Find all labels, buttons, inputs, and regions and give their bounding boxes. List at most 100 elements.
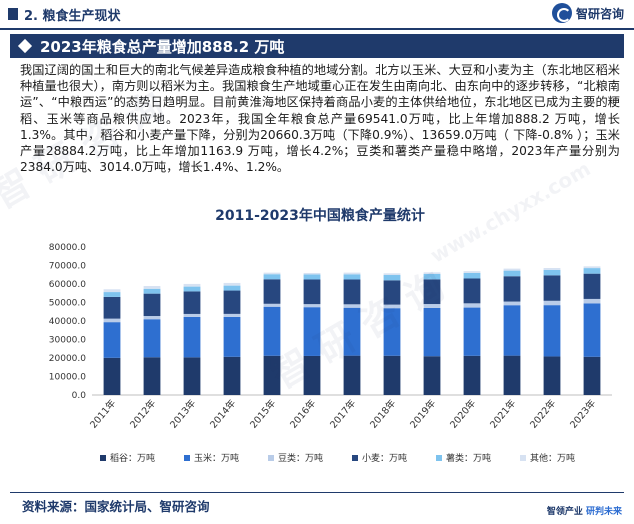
bar-segment — [183, 357, 201, 395]
source-note: 资料来源：国家统计局、智研咨询 — [22, 499, 210, 514]
bar-segment — [263, 274, 281, 280]
y-tick-label: 0.0 — [72, 391, 87, 401]
bar-segment — [463, 271, 481, 273]
y-tick-label: 10000.0 — [49, 373, 86, 383]
bar-segment — [103, 296, 121, 319]
bar-segment — [143, 357, 161, 395]
bar-segment — [543, 305, 561, 357]
bar-segment — [423, 272, 441, 274]
y-tick-label: 40000.0 — [49, 317, 86, 327]
x-tick-label: 2011年 — [87, 397, 118, 431]
bar-segment — [223, 316, 241, 357]
x-tick-label: 2020年 — [447, 397, 478, 431]
chart: 2011-2023年中国粮食产量统计 0.0 10000.0 20000.0 3000… — [20, 205, 620, 475]
bar-segment — [543, 300, 561, 306]
bar-segment — [423, 273, 441, 280]
logo: 智研咨询 — [551, 3, 624, 23]
bar-segment — [303, 279, 321, 305]
slogan-part-b: 研判未来 — [585, 507, 622, 517]
bar-segment — [463, 278, 481, 304]
chart-svg: 0.0 10000.0 20000.0 30000.0 40000.0 50000.0 60… — [49, 243, 612, 464]
x-tick-label: 2019年 — [407, 397, 438, 431]
bar-segment — [103, 292, 121, 297]
bar-segment — [183, 313, 201, 317]
x-tick-label: 2014年 — [207, 397, 238, 431]
bar-segment — [223, 282, 241, 286]
legend-swatch — [100, 455, 106, 461]
bar-segment — [143, 293, 161, 317]
diamond-icon — [17, 38, 33, 54]
legend-label: 薯类：万吨 — [446, 452, 491, 464]
bar-segment — [583, 298, 601, 304]
bar-segment — [343, 274, 361, 280]
bar-segment — [183, 291, 201, 314]
x-tick-label: 2013年 — [167, 397, 198, 431]
y-tick-label: 50000.0 — [49, 299, 86, 309]
bar-segment — [383, 308, 401, 356]
bar-segment — [583, 273, 601, 299]
bar-segment — [223, 313, 241, 317]
bar-segment — [543, 269, 561, 276]
bar-segment — [543, 267, 561, 270]
x-tick-label: 2012年 — [127, 397, 158, 431]
y-tick-label: 20000.0 — [49, 354, 86, 364]
bar-segment — [383, 275, 401, 281]
headline-banner: 2023年粮食总产量增加888.2 万吨 — [10, 34, 624, 58]
bar-segment — [263, 272, 281, 275]
section-title: 2. 粮食生产现状 — [24, 9, 121, 24]
bar-segment — [103, 289, 121, 293]
bar-segment — [463, 355, 481, 395]
bar-segment — [383, 355, 401, 395]
bar-segment — [503, 305, 521, 356]
logo-text: 智研咨询 — [575, 6, 624, 21]
bar-segment — [303, 307, 321, 356]
bar-segment — [343, 272, 361, 275]
footer-slogan: 智领产业 研判未来 — [547, 504, 622, 517]
bar-segment — [263, 303, 281, 307]
x-tick-label: 2017年 — [327, 397, 358, 431]
legend-label: 稻谷：万吨 — [110, 452, 155, 464]
bar-segment — [423, 356, 441, 395]
footer-divider — [10, 492, 624, 493]
legend-label: 小麦：万吨 — [362, 452, 407, 464]
legend-label: 玉米：万吨 — [194, 452, 239, 464]
bar-segment — [543, 275, 561, 301]
bar-segment — [463, 307, 481, 356]
legend-label: 其他：万吨 — [530, 452, 575, 464]
bar-segment — [343, 304, 361, 308]
top-bar: 2. 粮食生产现状 智研咨询 — [0, 0, 634, 30]
bar-segment — [583, 268, 601, 274]
bar-segment — [143, 286, 161, 289]
slogan-part-a: 智领产业 — [546, 507, 583, 517]
legend-label: 豆类：万吨 — [278, 452, 323, 464]
legend-swatch — [184, 455, 190, 461]
y-tick-label: 30000.0 — [49, 336, 86, 346]
bar-segment — [103, 357, 121, 395]
bar-segment — [303, 272, 321, 275]
bar-segment — [103, 322, 121, 358]
x-tick-label: 2021年 — [487, 397, 518, 431]
legend-swatch — [436, 455, 442, 461]
y-tick-label: 60000.0 — [49, 280, 86, 290]
chart-title: 2011-2023年中国粮食产量统计 — [215, 208, 425, 224]
bar-segment — [303, 274, 321, 280]
bar-segment — [183, 316, 201, 358]
bar-segment — [183, 286, 201, 292]
bar-segment — [503, 355, 521, 395]
x-tick-label: 2018年 — [367, 397, 398, 431]
bar-segment — [223, 356, 241, 395]
headline-text: 2023年粮食总产量增加888.2 万吨 — [40, 37, 285, 56]
bar-segment — [223, 285, 241, 291]
y-tick-label: 70000.0 — [49, 262, 86, 272]
x-tick-label: 2015年 — [247, 397, 278, 431]
section-marker — [8, 8, 18, 20]
bar-segment — [423, 279, 441, 305]
bar-segment — [223, 290, 241, 314]
legend-swatch — [352, 455, 358, 461]
bar-segment — [503, 270, 521, 277]
bar-segment — [343, 279, 361, 305]
x-tick-label: 2022年 — [527, 397, 558, 431]
bar-segment — [543, 356, 561, 395]
bar-segment — [263, 279, 281, 304]
x-tick-label: 2016年 — [287, 397, 318, 431]
